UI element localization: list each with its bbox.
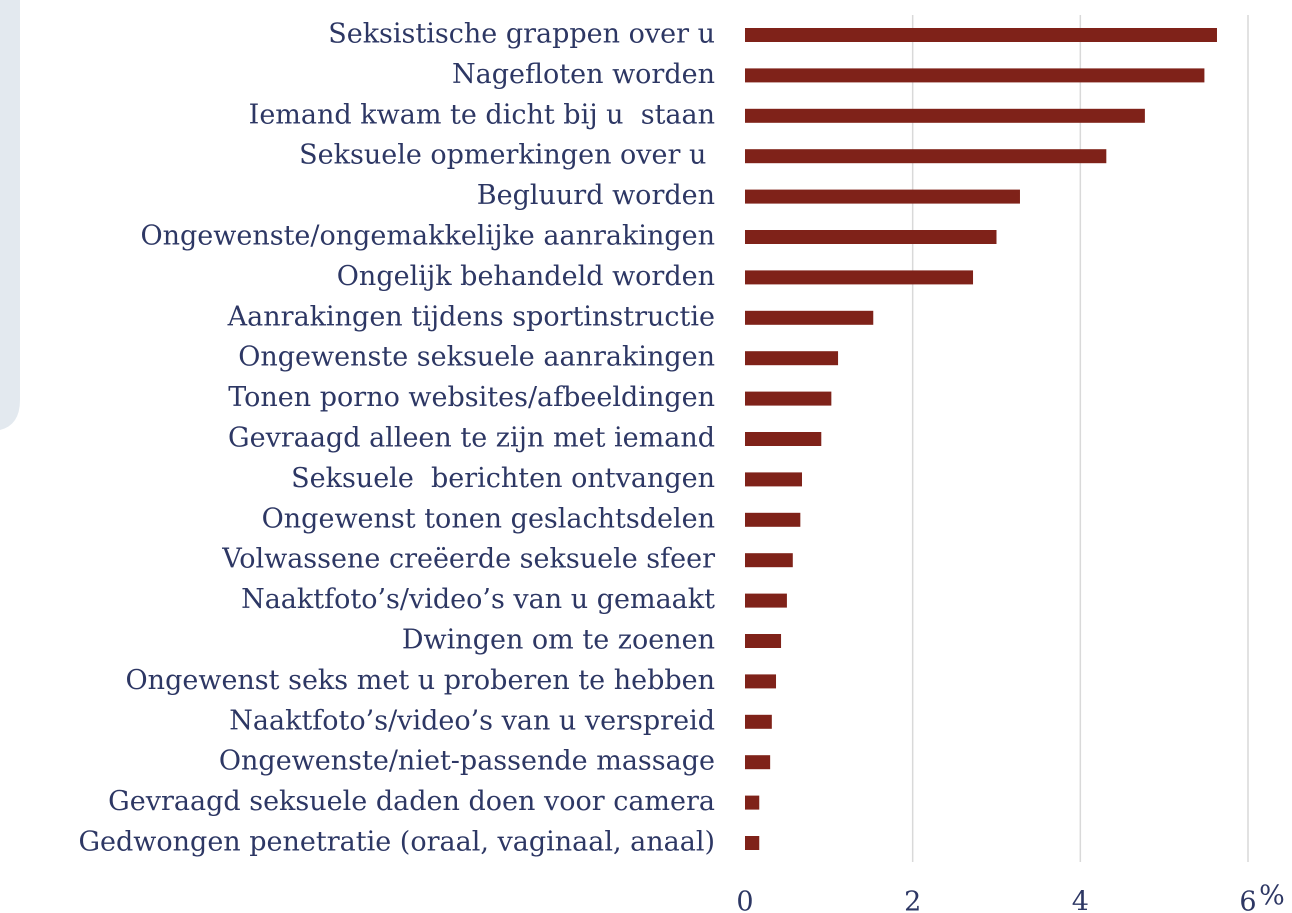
y-tick-label: Ongewenste seksuele aanrakingen xyxy=(238,342,715,373)
y-tick-label: Ongewenste/niet-passende massage xyxy=(219,746,715,777)
bar xyxy=(745,795,760,810)
bar xyxy=(745,270,974,285)
bar xyxy=(745,351,839,366)
bar xyxy=(745,512,801,527)
y-tick-label: Dwingen om te zoenen xyxy=(402,625,715,656)
x-tick-label: 0 xyxy=(736,887,753,913)
y-tick-label: Ongelijk behandeld worden xyxy=(337,261,715,292)
y-tick-label: Ongewenst tonen geslachtsdelen xyxy=(262,503,715,534)
bar xyxy=(745,836,760,850)
y-tick-label: Tonen porno websites/afbeeldingen xyxy=(228,382,715,413)
x-tick-label: 2 xyxy=(904,887,921,913)
bar xyxy=(745,68,1205,83)
bar xyxy=(745,230,997,244)
y-tick-label: Volwassene creëerde seksuele sfeer xyxy=(221,544,715,575)
side-panel xyxy=(0,0,20,430)
x-axis-unit: % xyxy=(1259,881,1285,912)
y-tick-label: Ongewenst seks met u proberen te hebben xyxy=(126,665,715,696)
bar xyxy=(745,714,772,729)
x-tick-label: 6 xyxy=(1239,887,1256,913)
bar xyxy=(745,391,832,406)
bar xyxy=(745,189,1020,204)
y-tick-label: Seksuele berichten ontvangen xyxy=(291,463,715,494)
y-tick-label: Nagefloten worden xyxy=(452,59,715,90)
y-tick-label: Gedwongen penetratie (oraal, vaginaal, a… xyxy=(78,827,715,858)
bar xyxy=(745,553,793,568)
y-tick-label: Gevraagd seksuele daden doen voor camera xyxy=(108,786,715,817)
y-tick-label: Iemand kwam te dicht bij u staan xyxy=(249,99,715,130)
bar xyxy=(745,28,1217,42)
y-tick-label: Gevraagd alleen te zijn met iemand xyxy=(228,423,715,454)
x-tick-label: 4 xyxy=(1072,887,1089,913)
y-tick-label: Naaktfoto’s/video’s van u verspreid xyxy=(229,705,715,736)
bar xyxy=(745,634,782,648)
bar xyxy=(745,674,777,689)
bar xyxy=(745,432,822,446)
bar xyxy=(745,472,803,487)
bar xyxy=(745,108,1145,123)
bar xyxy=(745,149,1107,164)
y-tick-label: Naaktfoto’s/video’s van u gemaakt xyxy=(241,584,715,615)
y-tick-label: Seksuele opmerkingen over u xyxy=(299,140,715,171)
y-tick-label: Ongewenste/ongemakkelijke aanrakingen xyxy=(140,221,715,252)
y-tick-label: Begluurd worden xyxy=(477,180,715,211)
bar xyxy=(745,755,771,770)
bar xyxy=(745,593,787,608)
y-tick-label: Aanrakingen tijdens sportinstructie xyxy=(227,301,715,332)
y-tick-label: Seksistische grappen over u xyxy=(328,19,715,50)
bar xyxy=(745,310,874,325)
